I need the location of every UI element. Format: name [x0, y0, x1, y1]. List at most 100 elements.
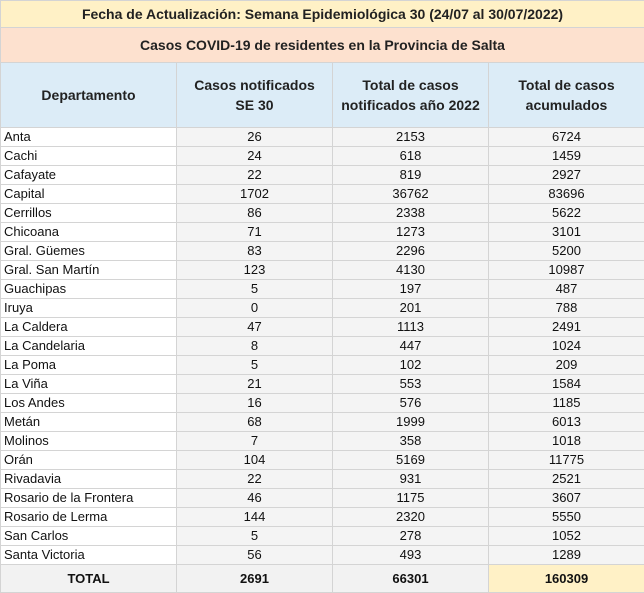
table-row: Anta 26 2153 6724: [0, 127, 644, 147]
table-row: Rosario de la Frontera 46 1175 3607: [0, 488, 644, 508]
total-2022-cell: 553: [332, 374, 489, 394]
casos-se30-cell: 7: [176, 431, 333, 451]
acumulados-cell: 5622: [487, 203, 644, 223]
acumulados-cell: 11775: [487, 450, 644, 470]
total-2022-cell: 819: [332, 165, 489, 185]
table-row: La Candelaria 8 447 1024: [0, 336, 644, 356]
acumulados-cell: 487: [487, 279, 644, 299]
casos-se30-cell: 123: [176, 260, 333, 280]
total-2022-cell: 931: [332, 469, 489, 489]
casos-se30-cell: 24: [176, 146, 333, 166]
departamento-cell: La Poma: [0, 355, 177, 375]
acumulados-cell: 1052: [487, 526, 644, 546]
table-row: La Poma 5 102 209: [0, 355, 644, 375]
casos-se30-cell: 22: [176, 469, 333, 489]
departamento-cell: La Candelaria: [0, 336, 177, 356]
column-header-departamento: Departamento: [0, 62, 177, 128]
departamento-cell: Santa Victoria: [0, 545, 177, 565]
total-2022-cell: 618: [332, 146, 489, 166]
total-casos-se30: 2691: [176, 564, 333, 593]
casos-se30-cell: 68: [176, 412, 333, 432]
departamento-cell: Los Andes: [0, 393, 177, 413]
casos-se30-cell: 47: [176, 317, 333, 337]
casos-se30-cell: 1702: [176, 184, 333, 204]
acumulados-cell: 1289: [487, 545, 644, 565]
casos-se30-cell: 26: [176, 127, 333, 147]
casos-se30-cell: 21: [176, 374, 333, 394]
column-header-acumulados: Total de casos acumulados: [487, 62, 644, 128]
total-2022-cell: 4130: [332, 260, 489, 280]
table-row: Cachi 24 618 1459: [0, 146, 644, 166]
acumulados-cell: 1018: [487, 431, 644, 451]
acumulados-cell: 788: [487, 298, 644, 318]
departamento-cell: La Viña: [0, 374, 177, 394]
total-2022-cell: 576: [332, 393, 489, 413]
acumulados-cell: 83696: [487, 184, 644, 204]
table-row: Cafayate 22 819 2927: [0, 165, 644, 185]
subtitle-row: Casos COVID-19 de residentes en la Provi…: [0, 27, 644, 63]
departamento-cell: Molinos: [0, 431, 177, 451]
column-header-casos-se30: Casos notificados SE 30: [176, 62, 333, 128]
total-2022-cell: 2296: [332, 241, 489, 261]
total-2022-cell: 197: [332, 279, 489, 299]
total-2022-cell: 102: [332, 355, 489, 375]
casos-se30-cell: 5: [176, 526, 333, 546]
table-row: Gral. Güemes 83 2296 5200: [0, 241, 644, 261]
casos-se30-cell: 8: [176, 336, 333, 356]
casos-se30-cell: 144: [176, 507, 333, 527]
acumulados-cell: 1024: [487, 336, 644, 356]
departamento-cell: Gral. Güemes: [0, 241, 177, 261]
table-row: Capital 1702 36762 83696: [0, 184, 644, 204]
departamento-cell: Iruya: [0, 298, 177, 318]
total-2022-cell: 36762: [332, 184, 489, 204]
total-2022-cell: 447: [332, 336, 489, 356]
table-row: Rivadavia 22 931 2521: [0, 469, 644, 489]
total-row: TOTAL 2691 66301 160309: [0, 564, 644, 593]
table-row: Orán 104 5169 11775: [0, 450, 644, 470]
total-2022-cell: 2153: [332, 127, 489, 147]
departamento-cell: Cafayate: [0, 165, 177, 185]
departamento-cell: Rivadavia: [0, 469, 177, 489]
departamento-cell: Gral. San Martín: [0, 260, 177, 280]
table-row: San Carlos 5 278 1052: [0, 526, 644, 546]
table-row: Molinos 7 358 1018: [0, 431, 644, 451]
table-row: La Caldera 47 1113 2491: [0, 317, 644, 337]
departamento-cell: Capital: [0, 184, 177, 204]
acumulados-cell: 2491: [487, 317, 644, 337]
table-row: Metán 68 1999 6013: [0, 412, 644, 432]
casos-se30-cell: 56: [176, 545, 333, 565]
departamento-cell: Metán: [0, 412, 177, 432]
casos-se30-cell: 86: [176, 203, 333, 223]
table-row: Los Andes 16 576 1185: [0, 393, 644, 413]
total-acumulados: 160309: [487, 564, 644, 593]
total-2022-cell: 1999: [332, 412, 489, 432]
table-row: La Viña 21 553 1584: [0, 374, 644, 394]
total-2022-cell: 2338: [332, 203, 489, 223]
acumulados-cell: 5550: [487, 507, 644, 527]
casos-se30-cell: 22: [176, 165, 333, 185]
update-row: Fecha de Actualización: Semana Epidemiol…: [0, 0, 644, 28]
table-row: Iruya 0 201 788: [0, 298, 644, 318]
departamento-cell: Guachipas: [0, 279, 177, 299]
departamento-cell: La Caldera: [0, 317, 177, 337]
acumulados-cell: 1459: [487, 146, 644, 166]
update-line: Fecha de Actualización: Semana Epidemiol…: [0, 0, 644, 28]
casos-se30-cell: 5: [176, 355, 333, 375]
table-row: Cerrillos 86 2338 5622: [0, 203, 644, 223]
acumulados-cell: 1584: [487, 374, 644, 394]
acumulados-cell: 3101: [487, 222, 644, 242]
departamento-cell: Cerrillos: [0, 203, 177, 223]
departamento-cell: Chicoana: [0, 222, 177, 242]
casos-se30-cell: 5: [176, 279, 333, 299]
column-header-row: Departamento Casos notificados SE 30 Tota…: [0, 62, 644, 128]
departamento-cell: Rosario de Lerma: [0, 507, 177, 527]
acumulados-cell: 6724: [487, 127, 644, 147]
acumulados-cell: 2521: [487, 469, 644, 489]
column-header-total-2022: Total de casos notificados año 2022: [332, 62, 489, 128]
departamento-cell: Orán: [0, 450, 177, 470]
total-2022-cell: 2320: [332, 507, 489, 527]
casos-se30-cell: 104: [176, 450, 333, 470]
table-row: Gral. San Martín 123 4130 10987: [0, 260, 644, 280]
